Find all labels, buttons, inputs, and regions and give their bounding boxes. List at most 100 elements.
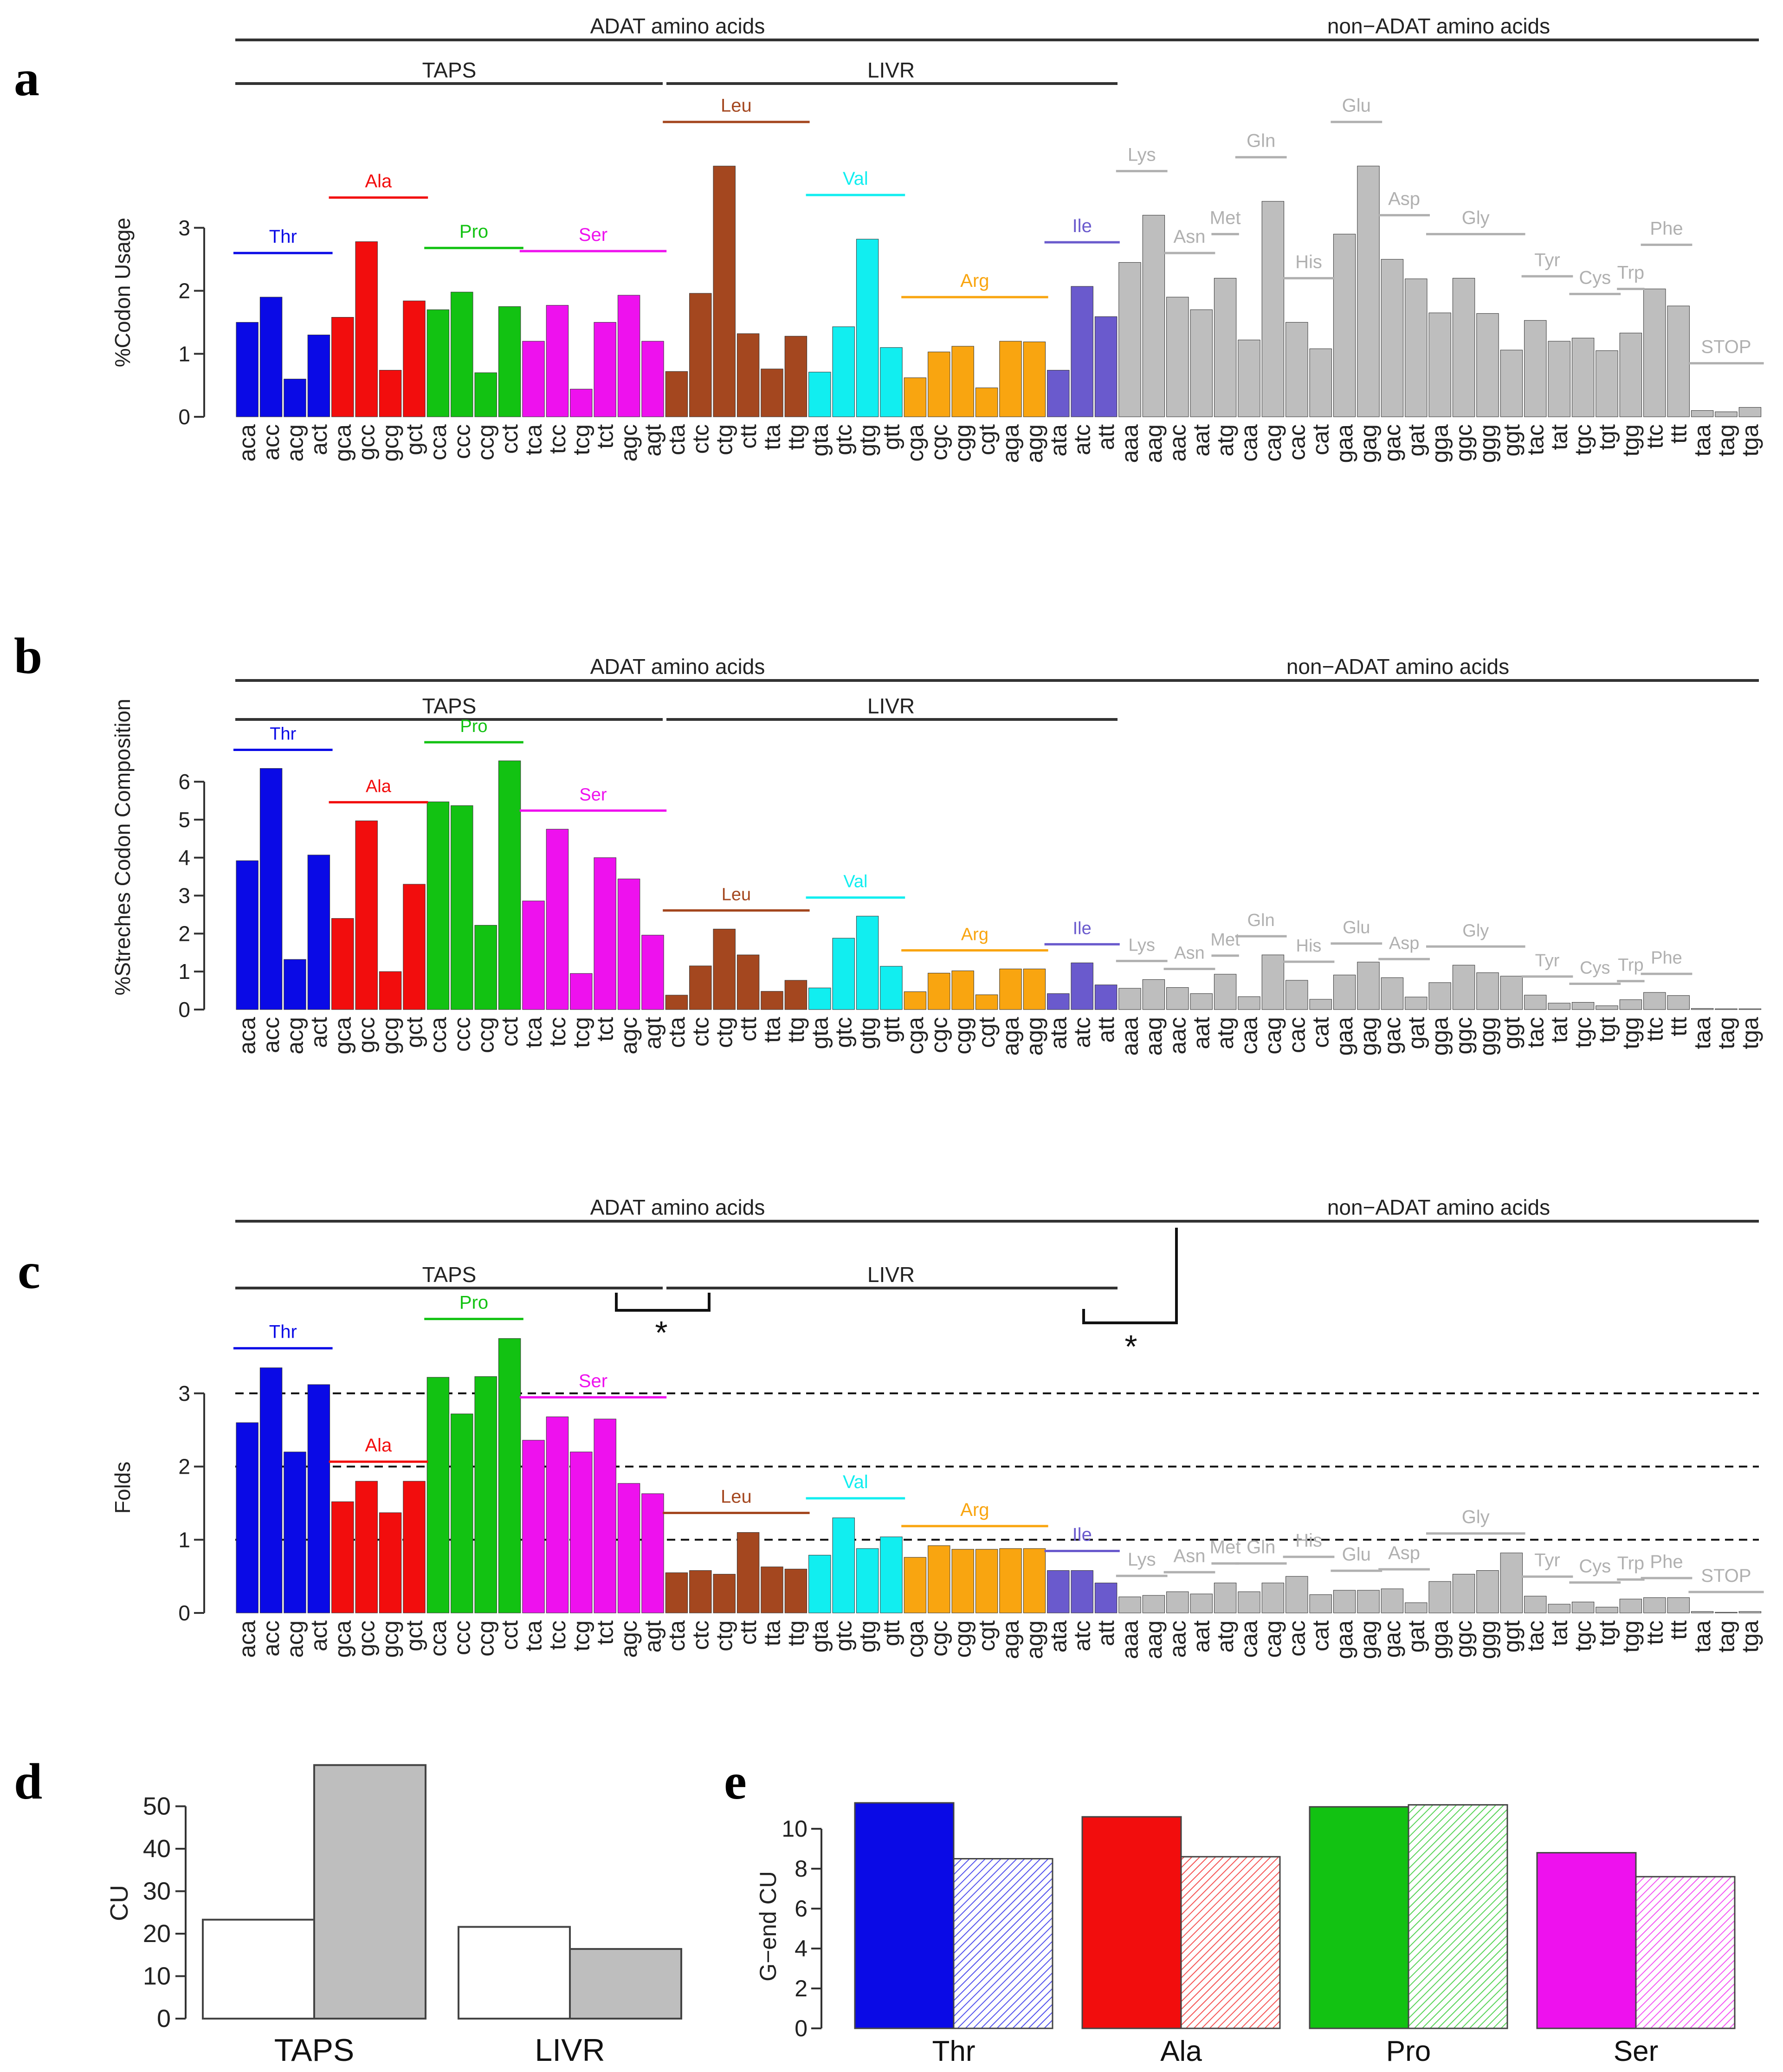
bar-agc (617, 879, 640, 1010)
bar-tcc (546, 305, 569, 417)
codon-label-ggt: ggt (1499, 1017, 1525, 1049)
bar-tat (1548, 1604, 1570, 1613)
codon-label-att: att (1093, 1017, 1119, 1043)
bar-cca (426, 309, 450, 417)
bar-ctg (713, 166, 736, 417)
codon-label-cgc: cgc (926, 1620, 952, 1657)
codon-label-acg: acg (282, 1620, 308, 1658)
bar-gca (331, 918, 354, 1010)
bar-ata (1047, 370, 1070, 417)
category-label-taps: TAPS (274, 2033, 355, 2068)
bar-tgt (1596, 1005, 1618, 1010)
group-label-gly: Gly (1462, 921, 1489, 940)
bar-gag (1357, 166, 1380, 417)
codon-label-taa: taa (1689, 1620, 1715, 1653)
codon-label-gta: gta (807, 1620, 833, 1653)
bar-aca (236, 322, 258, 417)
codon-label-tac: tac (1522, 424, 1548, 455)
bar-gac (1381, 259, 1404, 417)
group-label-ala: Ala (365, 171, 392, 192)
bar-cgc (928, 972, 950, 1010)
bar-tga (1738, 1008, 1762, 1010)
group-label-gln: Gln (1247, 131, 1275, 151)
group-label-phe: Phe (1650, 1552, 1683, 1572)
bar-gcg (379, 971, 402, 1010)
codon-label-gat: gat (1403, 424, 1429, 457)
bar-tta (761, 1567, 783, 1613)
codon-label-cga: cga (902, 424, 928, 462)
group-label-gly: Gly (1462, 207, 1490, 228)
bar-ggc (1452, 965, 1475, 1010)
y-tick-label: 40 (143, 1835, 171, 1863)
codon-label-ggg: ggg (1475, 1017, 1501, 1055)
codon-label-tga: tga (1737, 1620, 1763, 1653)
y-tick-label: 4 (795, 1936, 808, 1962)
group-label-ile: Ile (1072, 1525, 1092, 1545)
y-tick-label: 1 (178, 1528, 190, 1552)
bar-atc (1071, 286, 1093, 417)
codon-label-cag: cag (1260, 1620, 1286, 1658)
codon-label-cgg: cgg (950, 424, 976, 462)
codon-label-aag: aag (1141, 1620, 1167, 1659)
codon-label-taa: taa (1689, 1017, 1715, 1049)
codon-label-acg: acg (282, 1017, 308, 1055)
bar-ccc (451, 1413, 473, 1613)
bar-att (1094, 1582, 1118, 1613)
bar-tgc (1571, 1002, 1595, 1010)
bar-aga (999, 341, 1022, 417)
group-label-val: Val (843, 168, 868, 189)
bar-ttt (1667, 305, 1690, 417)
group-label-glu: Glu (1342, 96, 1371, 116)
panel-a: a ADAT amino acids non−ADAT amino acids … (14, 14, 1764, 463)
codon-label-tta: tta (759, 1620, 785, 1646)
codon-label-ctt: ctt (735, 1620, 761, 1645)
bar-gta (808, 987, 831, 1010)
group-label-his: His (1295, 1530, 1322, 1551)
bar-agg (1023, 968, 1046, 1010)
bar-atc (1071, 1570, 1093, 1613)
codon-label-ata: ata (1045, 1620, 1071, 1653)
codon-label-atc: atc (1069, 1017, 1095, 1048)
bar-ccg (474, 1376, 497, 1613)
bar-aag (1142, 979, 1165, 1010)
codon-label-ctg: ctg (711, 1017, 737, 1048)
group-label-stop: STOP (1701, 337, 1751, 357)
bar-gca (331, 317, 354, 417)
bar-cgg (951, 971, 974, 1010)
panel-a-header-adat: ADAT amino acids (590, 14, 765, 38)
group-label-met: Met (1210, 1537, 1241, 1557)
bar-tca (522, 1440, 545, 1613)
codon-label-gtc: gtc (831, 1017, 857, 1048)
codon-label-ata: ata (1045, 424, 1071, 457)
y-tick-label: 0 (178, 1601, 190, 1625)
codon-label-gac: gac (1379, 1620, 1405, 1658)
bar-acg (284, 379, 306, 417)
bar-acc (259, 297, 283, 417)
codon-label-gcg: gcg (377, 424, 403, 462)
bar-acg (284, 959, 306, 1010)
bar-thr-solid (854, 1802, 955, 2029)
bar-tgt (1596, 1606, 1618, 1613)
panel-d-ylabel: CU (105, 1885, 133, 1921)
group-label-glu: Glu (1343, 918, 1370, 938)
codon-label-cgc: cgc (926, 1017, 952, 1053)
bar-ccg (474, 372, 497, 417)
codon-label-gtc: gtc (831, 1620, 857, 1651)
bar-tga (1738, 1611, 1762, 1613)
bar-taps-white (202, 1918, 315, 2020)
bar-ggg (1476, 313, 1499, 417)
codon-label-gaa: gaa (1331, 424, 1357, 463)
codon-label-ttg: ttg (783, 1620, 809, 1646)
panel-e: e G−end CU 0 2 4 6 8 10 Thr Ala Pro Ser (724, 1753, 1736, 2067)
codon-label-ccg: ccg (473, 424, 499, 460)
codon-label-gaa: gaa (1331, 1017, 1357, 1056)
bar-ttt (1667, 995, 1690, 1010)
y-tick-label: 0 (795, 2015, 808, 2041)
bar-cat (1309, 1594, 1332, 1613)
y-tick-label: 8 (795, 1856, 808, 1882)
bar-caa (1238, 1591, 1260, 1613)
bar-taa (1691, 1611, 1714, 1613)
codon-label-ggc: ggc (1451, 1017, 1477, 1055)
bar-cct (498, 760, 521, 1010)
group-label-asp: Asp (1388, 1543, 1420, 1563)
